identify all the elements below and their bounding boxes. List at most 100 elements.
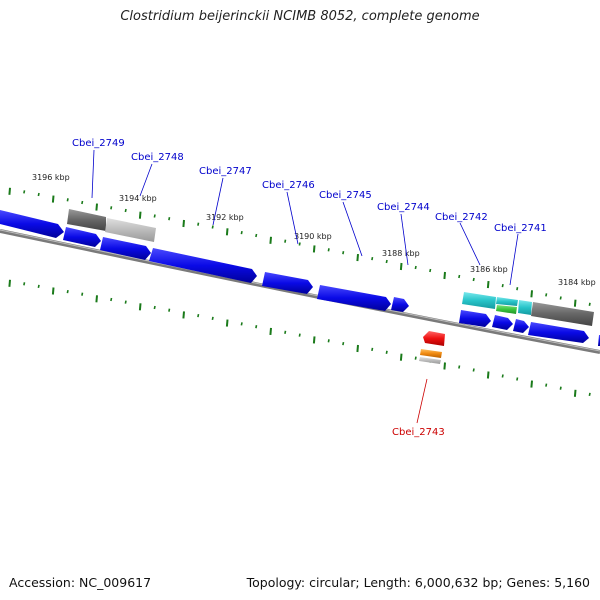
forward-strand-features bbox=[0, 210, 600, 346]
gene-arrow[interactable] bbox=[513, 319, 529, 333]
major-tick bbox=[312, 336, 316, 344]
gene-label[interactable]: Cbei_2748 bbox=[131, 152, 184, 163]
major-tick bbox=[399, 353, 403, 361]
minor-tick bbox=[240, 230, 243, 235]
feature-block[interactable] bbox=[462, 292, 496, 309]
minor-tick bbox=[168, 308, 171, 312]
rrna-block[interactable] bbox=[419, 357, 441, 364]
minor-tick bbox=[559, 296, 562, 300]
gene-label[interactable]: Cbei_2742 bbox=[435, 212, 488, 223]
minor-tick bbox=[197, 222, 200, 226]
gene-arrow[interactable] bbox=[528, 322, 589, 343]
rrna-block[interactable] bbox=[420, 349, 442, 358]
minor-tick bbox=[371, 256, 374, 261]
minor-tick bbox=[342, 341, 345, 346]
minor-tick bbox=[414, 356, 417, 360]
major-tick bbox=[225, 228, 229, 236]
minor-tick bbox=[588, 392, 591, 397]
minor-tick bbox=[110, 297, 113, 302]
major-tick bbox=[399, 262, 403, 271]
minor-tick bbox=[81, 292, 84, 296]
gene-arrow[interactable] bbox=[149, 248, 257, 283]
minor-tick bbox=[255, 233, 258, 238]
major-tick bbox=[573, 299, 577, 307]
gene-arrow[interactable] bbox=[63, 227, 101, 247]
major-tick bbox=[182, 219, 185, 228]
accession-text: Accession: NC_009617 bbox=[9, 575, 152, 590]
minor-tick bbox=[37, 192, 40, 197]
feature-block[interactable] bbox=[531, 302, 594, 326]
minor-tick bbox=[153, 214, 156, 218]
major-tick bbox=[443, 271, 446, 280]
major-tick bbox=[312, 245, 316, 253]
major-tick bbox=[443, 362, 446, 370]
major-tick bbox=[573, 389, 577, 397]
minor-tick bbox=[110, 206, 113, 210]
minor-tick bbox=[545, 383, 548, 387]
major-tick bbox=[138, 211, 142, 219]
minor-tick bbox=[124, 300, 127, 304]
gene-label[interactable]: Cbei_2747 bbox=[199, 166, 252, 177]
minor-tick bbox=[501, 283, 504, 288]
trna-arrow[interactable] bbox=[423, 331, 445, 346]
minor-tick bbox=[240, 322, 243, 326]
gene-label[interactable]: Cbei_2746 bbox=[262, 180, 315, 191]
minor-tick bbox=[298, 333, 301, 337]
gene-label[interactable]: Cbei_2741 bbox=[494, 223, 547, 234]
minor-tick bbox=[124, 208, 127, 213]
minor-tick bbox=[385, 350, 388, 354]
minor-tick bbox=[23, 190, 26, 194]
minor-tick bbox=[211, 316, 214, 321]
gene-arrow[interactable] bbox=[262, 272, 313, 294]
gene-label[interactable]: Cbei_2743 bbox=[392, 427, 445, 438]
minor-tick bbox=[284, 239, 287, 243]
minor-tick bbox=[66, 198, 69, 202]
major-tick bbox=[51, 195, 55, 203]
minor-tick bbox=[458, 274, 461, 279]
major-tick bbox=[95, 295, 98, 303]
gene-arrow[interactable] bbox=[317, 285, 391, 311]
topology-text: Topology: circular; Length: 6,000,632 bp… bbox=[246, 575, 590, 590]
minor-tick bbox=[327, 248, 330, 252]
minor-tick bbox=[284, 330, 287, 334]
feature-block[interactable] bbox=[105, 218, 156, 242]
gene-arrow[interactable] bbox=[391, 297, 409, 312]
gene-label[interactable]: Cbei_2745 bbox=[319, 190, 372, 201]
gene-label[interactable]: Cbei_2749 bbox=[72, 138, 125, 149]
minor-tick bbox=[429, 268, 432, 273]
minor-tick bbox=[385, 259, 388, 264]
gene-callouts: Cbei_2749 Cbei_2748 Cbei_2747 Cbei_2746 … bbox=[72, 138, 547, 438]
gene-arrow[interactable] bbox=[492, 315, 513, 330]
minor-tick bbox=[168, 217, 171, 221]
gene-arrow[interactable] bbox=[459, 310, 491, 327]
minor-tick bbox=[211, 225, 214, 229]
tick-label: 3196 kbp bbox=[32, 173, 70, 182]
gene-arrow[interactable] bbox=[100, 237, 151, 260]
minor-tick bbox=[458, 365, 461, 369]
major-tick bbox=[356, 254, 359, 262]
feature-block[interactable] bbox=[496, 305, 517, 314]
major-tick bbox=[8, 187, 11, 195]
major-tick bbox=[182, 311, 185, 319]
feature-block[interactable] bbox=[496, 297, 518, 306]
gene-arrow[interactable] bbox=[0, 210, 64, 238]
tick-label: 3192 kbp bbox=[206, 213, 244, 222]
minor-tick bbox=[588, 302, 591, 306]
minor-tick bbox=[501, 374, 504, 378]
inner-tick-ring bbox=[8, 279, 591, 397]
minor-tick bbox=[153, 305, 156, 310]
tick-label: 3186 kbp bbox=[470, 265, 508, 274]
minor-tick bbox=[559, 386, 562, 390]
major-tick bbox=[138, 303, 142, 311]
minor-tick bbox=[66, 289, 69, 294]
major-tick bbox=[225, 319, 229, 327]
misc-feature-track bbox=[67, 209, 594, 326]
feature-block[interactable] bbox=[518, 300, 532, 315]
minor-tick bbox=[371, 347, 374, 352]
minor-tick bbox=[516, 287, 519, 291]
feature-block[interactable] bbox=[67, 209, 106, 231]
tick-label: 3188 kbp bbox=[382, 249, 420, 258]
minor-tick bbox=[37, 284, 40, 289]
gene-label[interactable]: Cbei_2744 bbox=[377, 202, 430, 213]
